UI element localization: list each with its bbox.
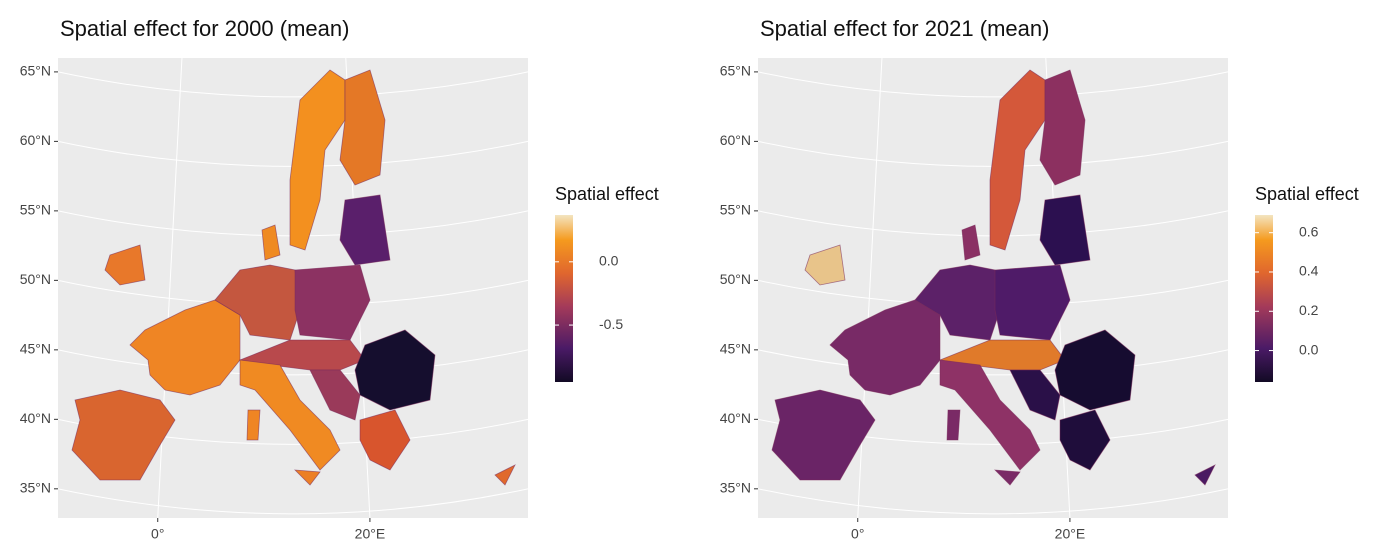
region	[261, 224, 281, 261]
region	[961, 224, 981, 261]
grid-line	[1045, 58, 1071, 518]
region	[939, 359, 1041, 471]
region	[354, 329, 436, 411]
y-tick-label: 60°N	[720, 132, 751, 148]
region	[1059, 409, 1111, 471]
region	[1194, 464, 1216, 486]
y-tick-label: 35°N	[720, 480, 751, 496]
region	[946, 409, 961, 441]
region	[71, 389, 176, 481]
region	[1054, 329, 1136, 411]
y-tick-label: 65°N	[20, 63, 51, 79]
colorbar	[1255, 215, 1273, 382]
region	[989, 69, 1046, 251]
map-title: Spatial effect for 2000 (mean)	[60, 16, 349, 41]
region	[1009, 369, 1061, 421]
region	[309, 369, 361, 421]
region	[804, 244, 846, 286]
land	[71, 69, 516, 486]
x-tick-label: 0°	[851, 526, 864, 542]
land	[771, 69, 1216, 486]
legend-tick-label: 0.2	[1299, 302, 1319, 318]
y-tick-label: 45°N	[20, 341, 51, 357]
grid-line	[58, 349, 528, 376]
legend-tick-label: 0.6	[1299, 223, 1319, 239]
region	[993, 469, 1021, 486]
y-tick-label: 35°N	[20, 480, 51, 496]
grid-line	[857, 58, 883, 518]
region	[339, 194, 391, 266]
map-panel: Spatial effect for 2021 (mean) 65°N 60°N 5…	[720, 16, 1359, 542]
region	[129, 299, 241, 396]
x-tick-label: 0°	[151, 526, 164, 542]
region	[494, 464, 516, 486]
region	[339, 69, 386, 186]
grid-line	[58, 488, 528, 515]
region	[104, 244, 146, 286]
region	[246, 409, 261, 441]
plot-area	[58, 58, 528, 518]
legend-tick-label: 0.0	[599, 253, 619, 269]
map-panel: Spatial effect for 2000 (mean) 65°N 60°N 5…	[20, 16, 659, 542]
x-tick-label: 20°E	[1055, 526, 1086, 542]
region	[289, 69, 346, 251]
y-tick-label: 55°N	[20, 202, 51, 218]
region	[359, 409, 411, 471]
y-tick-label: 40°N	[20, 410, 51, 426]
y-tick-label: 50°N	[20, 271, 51, 287]
grid-line	[758, 349, 1228, 376]
region	[771, 389, 876, 481]
legend-tick-label: -0.5	[599, 316, 623, 332]
legend-title: Spatial effect	[1255, 184, 1359, 204]
region	[239, 359, 341, 471]
plot-area	[758, 58, 1228, 518]
region	[1039, 194, 1091, 266]
y-tick-label: 40°N	[720, 410, 751, 426]
y-tick-label: 60°N	[20, 132, 51, 148]
y-tick-label: 50°N	[720, 271, 751, 287]
legend-tick-label: 0.0	[1299, 341, 1319, 357]
grid-line	[758, 488, 1228, 515]
y-tick-label: 55°N	[720, 202, 751, 218]
grid-line	[157, 58, 183, 518]
grid-line	[758, 71, 1228, 98]
region	[1039, 69, 1086, 186]
grid-line	[58, 71, 528, 98]
map-title: Spatial effect for 2021 (mean)	[760, 16, 1049, 41]
region	[829, 299, 941, 396]
legend-title: Spatial effect	[555, 184, 659, 204]
region	[293, 469, 321, 486]
legend-tick-label: 0.4	[1299, 263, 1319, 279]
x-tick-label: 20°E	[355, 526, 386, 542]
colorbar	[555, 215, 573, 382]
y-tick-label: 65°N	[720, 63, 751, 79]
y-tick-label: 45°N	[720, 341, 751, 357]
grid-line	[345, 58, 371, 518]
